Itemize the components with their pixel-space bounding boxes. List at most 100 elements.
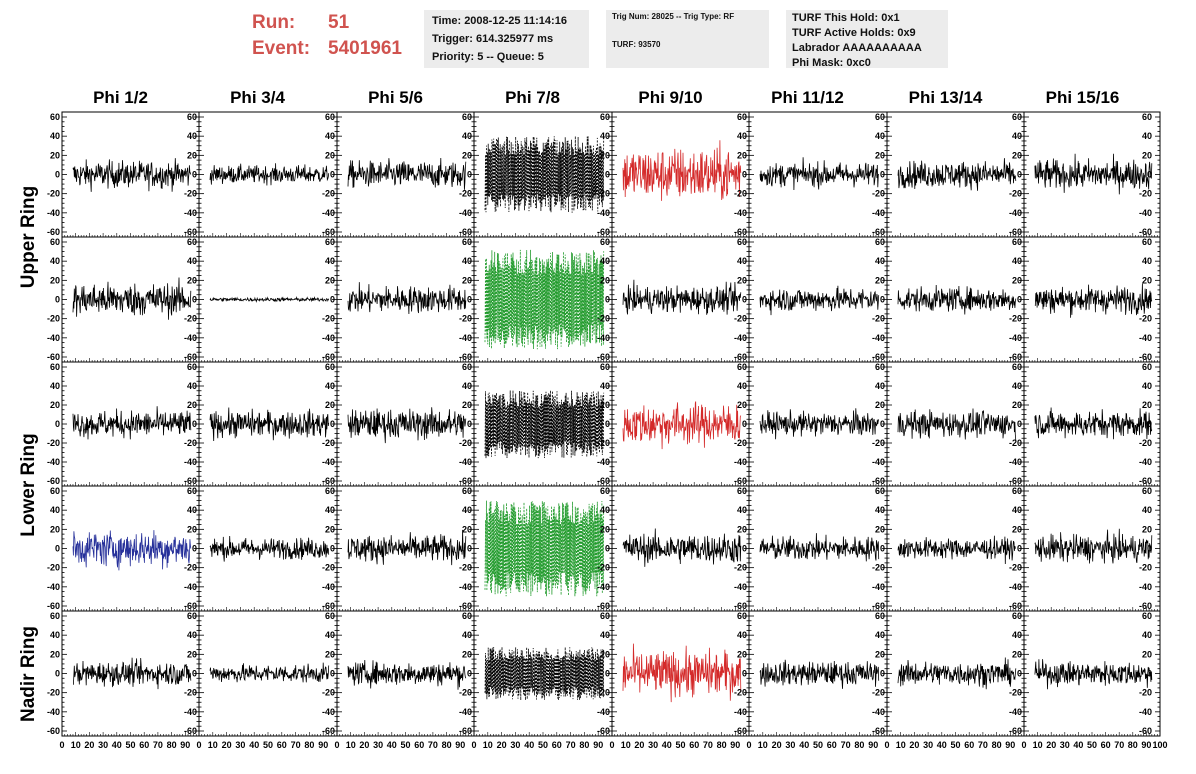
y-tick-label: 60 [1012, 486, 1022, 496]
y-tick-label: -40 [322, 582, 335, 592]
y-tick-label: -20 [1139, 189, 1152, 199]
y-tick-label: 0 [880, 170, 885, 180]
y-tick-label: -40 [459, 707, 472, 717]
y-tick-label: 0 [605, 419, 610, 429]
waveform-trace [209, 163, 330, 186]
y-tick-label: 20 [875, 275, 885, 285]
y-tick-label: -20 [872, 438, 885, 448]
x-tick-label: 60 [827, 740, 837, 750]
x-tick-label: 60 [964, 740, 974, 750]
waveform-panel-r0-c0: 60 40 20 0 -20 -40 -60 [47, 111, 200, 238]
y-tick-label: -40 [734, 457, 747, 467]
y-tick-label: 40 [737, 256, 747, 266]
x-tick-label: 20 [222, 740, 232, 750]
waveform-trace [1034, 283, 1153, 318]
y-tick-label: -60 [322, 352, 335, 362]
x-tick-label: 10 [1033, 740, 1043, 750]
y-tick-label: 0 [1017, 170, 1022, 180]
y-tick-label: 60 [737, 362, 747, 372]
waveform-panel-r1-c5: 60 40 20 0 -20 -40 -60 [734, 236, 888, 363]
waveform-panel-r2-c3: 60 40 20 0 -20 -40 -60 [459, 361, 613, 487]
y-tick-label: -60 [322, 227, 335, 237]
y-tick-label: 40 [50, 505, 60, 515]
y-tick-label: 40 [875, 131, 885, 141]
y-tick-label: -40 [1009, 707, 1022, 717]
x-tick-label: 50 [675, 740, 685, 750]
waveform-panel-r2-c1: 60 40 20 0 -20 -40 -60 [184, 361, 338, 487]
y-tick-label: -60 [459, 227, 472, 237]
y-tick-label: -60 [734, 726, 747, 736]
y-tick-label: 40 [50, 381, 60, 391]
y-tick-label: -60 [184, 227, 197, 237]
x-tick-label: 10 [346, 740, 356, 750]
y-tick-label: -40 [1009, 208, 1022, 218]
x-tick-label: 30 [785, 740, 795, 750]
y-tick-label: -60 [184, 726, 197, 736]
x-tick-label: 20 [359, 740, 369, 750]
y-tick-label: -40 [459, 208, 472, 218]
column-header-phi-3-4: Phi 3/4 [230, 88, 285, 107]
y-tick-label: 40 [875, 256, 885, 266]
priority-text: Priority: 5 -- Queue: 5 [432, 51, 544, 63]
x-tick-label: 0 [1021, 740, 1026, 750]
y-tick-label: 40 [875, 630, 885, 640]
x-tick-label: 30 [235, 740, 245, 750]
y-tick-label: 40 [325, 131, 335, 141]
x-tick-label: 10 [208, 740, 218, 750]
y-tick-label: -20 [1139, 563, 1152, 573]
y-tick-label: 60 [50, 112, 60, 122]
y-tick-label: -60 [47, 352, 60, 362]
trigger-info-box: Trig Num: 28025 -- Trig Type: RF TURF: 9… [606, 10, 769, 68]
waveform-trace [484, 249, 605, 350]
y-tick-label: 20 [462, 400, 472, 410]
trig-num-text: Trig Num: 28025 -- Trig Type: RF [612, 12, 735, 21]
y-tick-label: 0 [742, 170, 747, 180]
y-tick-label: -20 [459, 688, 472, 698]
y-tick-label: 0 [1147, 170, 1152, 180]
y-tick-label: -20 [1009, 563, 1022, 573]
y-tick-label: -40 [1139, 208, 1152, 218]
y-tick-label: -40 [1139, 333, 1152, 343]
y-tick-label: 60 [187, 486, 197, 496]
waveform-trace [759, 157, 880, 191]
waveform-trace [209, 662, 330, 683]
y-tick-label: 60 [1012, 237, 1022, 247]
y-tick-label: -40 [1139, 582, 1152, 592]
y-tick-label: -40 [597, 333, 610, 343]
y-tick-label: -40 [1139, 707, 1152, 717]
x-tick-label: 20 [84, 740, 94, 750]
x-tick-label: 40 [112, 740, 122, 750]
waveform-trace [484, 646, 605, 701]
y-tick-label: 60 [50, 362, 60, 372]
waveform-panel-r1-c3: 60 40 20 0 -20 -40 -60 [459, 236, 613, 363]
y-tick-label: -20 [872, 189, 885, 199]
y-tick-label: -20 [734, 438, 747, 448]
x-tick-label: 50 [125, 740, 135, 750]
y-tick-label: 60 [187, 112, 197, 122]
y-tick-label: 40 [1012, 381, 1022, 391]
y-tick-label: 20 [600, 649, 610, 659]
y-tick-label: -40 [322, 707, 335, 717]
y-tick-label: 20 [462, 649, 472, 659]
x-tick-label: 80 [304, 740, 314, 750]
waveform-trace [1034, 407, 1153, 440]
y-tick-label: 20 [325, 150, 335, 160]
y-tick-label: 0 [742, 669, 747, 679]
y-tick-label: 60 [737, 112, 747, 122]
y-tick-label: 60 [600, 237, 610, 247]
y-tick-label: 60 [462, 237, 472, 247]
y-tick-label: 0 [467, 170, 472, 180]
y-tick-label: 0 [1147, 669, 1152, 679]
y-tick-label: -40 [872, 457, 885, 467]
x-tick-label: 20 [909, 740, 919, 750]
column-header-phi-9-10: Phi 9/10 [638, 88, 703, 107]
waveform-trace [484, 500, 605, 597]
x-tick-label: 90 [455, 740, 465, 750]
waveform-trace [347, 529, 467, 566]
y-tick-label: 60 [187, 237, 197, 247]
y-tick-label: 0 [330, 544, 335, 554]
x-tick-label: 60 [414, 740, 424, 750]
x-tick-label: 40 [662, 740, 672, 750]
y-tick-label: 60 [737, 611, 747, 621]
x-tick-label: 30 [373, 740, 383, 750]
